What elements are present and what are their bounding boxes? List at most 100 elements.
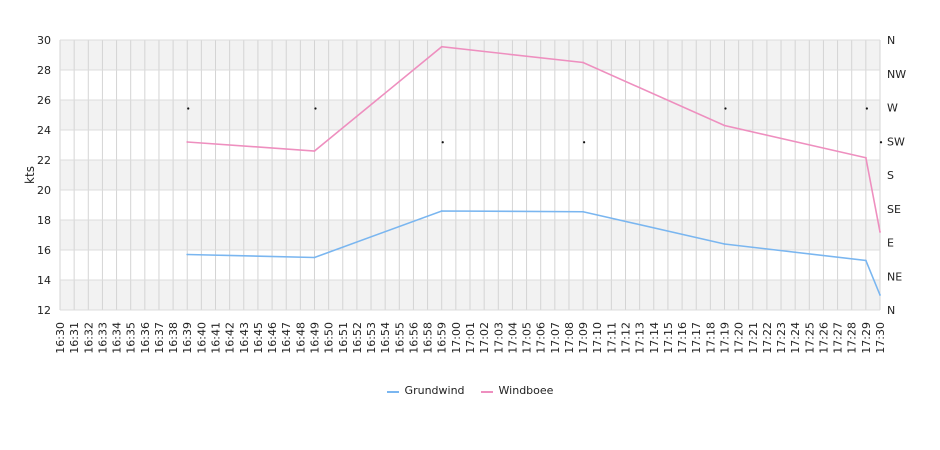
x-tick-label: 17:04 [506,322,519,354]
x-tick-label: 16:42 [224,322,237,354]
x-tick-label: 17:12 [620,322,633,354]
direction-marker [865,107,868,110]
x-tick-label: 17:17 [690,322,703,354]
y-tick-label: 20 [37,184,51,197]
x-tick-label: 16:47 [280,322,293,354]
x-tick-label: 17:14 [648,322,661,354]
y-tick-label: 12 [37,304,51,317]
x-tick-label: 17:15 [662,322,675,354]
x-tick-label: 16:33 [96,322,109,354]
y-tick-label: 30 [37,34,51,47]
x-tick-label: 16:43 [238,322,251,354]
direction-tick-label: NW [887,68,906,81]
series-point-grundwind [879,294,881,296]
x-tick-label: 16:46 [266,322,279,354]
x-tick-label: 17:23 [775,322,788,354]
x-tick-label: 17:26 [817,322,830,354]
direction-tick-label: SW [887,135,905,148]
series-point-windboee [723,124,726,127]
series-point-windboee [440,45,443,48]
x-tick-label: 16:41 [210,322,223,354]
x-tick-label: 17:06 [535,322,548,354]
x-tick-label: 16:36 [139,322,152,354]
x-tick-label: 17:28 [846,322,859,354]
direction-tick-label: N [887,34,895,47]
x-tick-label: 17:30 [874,322,887,354]
x-tick-label: 16:56 [407,322,420,354]
series-point-windboee [864,156,867,159]
x-tick-label: 16:40 [195,322,208,354]
legend: Grundwind Windboee [0,384,940,397]
x-tick-label: 16:39 [181,322,194,354]
legend-item-grundwind[interactable]: Grundwind [386,384,465,397]
x-tick-label: 17:24 [789,322,802,354]
x-tick-label: 17:20 [733,322,746,354]
legend-swatch-grundwind [386,390,399,393]
legend-swatch-windboee [480,390,493,393]
x-tick-label: 16:30 [54,322,67,354]
direction-tick-label: SE [887,203,901,216]
y-tick-label: 26 [37,94,51,107]
x-tick-label: 17:16 [676,322,689,354]
x-tick-label: 16:58 [422,322,435,354]
x-tick-label: 16:49 [308,322,321,354]
y-tick-label: 28 [37,64,51,77]
series-point-windboee [313,150,316,152]
series-point-grundwind [723,243,726,245]
x-tick-label: 16:55 [393,322,406,354]
x-tick-label: 17:13 [634,322,647,354]
x-tick-label: 16:59 [436,322,449,354]
x-tick-label: 16:45 [252,322,265,354]
y-tick-label: 24 [37,124,51,137]
series-point-grundwind [440,210,443,212]
y-tick-label: 14 [37,274,51,287]
series-point-windboee [186,141,189,143]
x-tick-label: 17:10 [591,322,604,354]
x-tick-label: 17:11 [605,322,618,354]
x-tick-label: 16:31 [68,322,81,354]
y-tick-label: 16 [37,244,51,257]
direction-marker [879,141,883,144]
x-tick-label: 16:38 [167,322,180,354]
direction-tick-label: W [887,102,898,115]
legend-item-windboee[interactable]: Windboee [480,384,554,397]
x-tick-label: 17:18 [704,322,717,354]
series-point-windboee [879,231,881,233]
x-tick-label: 17:07 [549,322,562,354]
x-tick-label: 17:02 [478,322,491,354]
direction-tick-label: S [887,169,894,182]
x-tick-label: 17:19 [718,322,731,354]
direction-marker [724,107,727,110]
series-point-grundwind [313,256,316,259]
x-tick-label: 17:00 [450,322,463,354]
x-tick-label: 17:25 [803,322,816,354]
direction-tick-label: NE [887,270,902,283]
direction-marker [583,141,586,144]
y-tick-label: 18 [37,214,51,227]
x-tick-label: 16:53 [365,322,378,354]
direction-marker [314,107,317,110]
direction-marker [441,141,444,144]
x-tick-label: 17:01 [464,322,477,354]
x-tick-label: 16:48 [294,322,307,354]
legend-label-windboee: Windboee [498,384,554,397]
x-tick-label: 17:29 [860,322,873,354]
series-point-windboee [582,61,585,64]
x-tick-label: 17:03 [492,322,505,354]
x-tick-label: 16:52 [351,322,364,354]
series-point-grundwind [582,210,585,213]
y-axis-title: kts [23,166,37,184]
x-tick-label: 17:08 [563,322,576,354]
legend-label-grundwind: Grundwind [404,384,465,397]
x-tick-label: 17:21 [747,322,760,354]
x-tick-label: 16:35 [125,322,138,354]
y-tick-label: 22 [37,154,51,167]
x-tick-label: 16:37 [153,322,166,354]
x-tick-label: 16:51 [337,322,350,354]
x-tick-label: 17:05 [521,322,534,354]
x-tick-label: 17:27 [832,322,845,354]
x-tick-label: 16:32 [82,322,95,354]
x-tick-label: 16:34 [111,322,124,354]
direction-tick-label: N [887,304,895,317]
